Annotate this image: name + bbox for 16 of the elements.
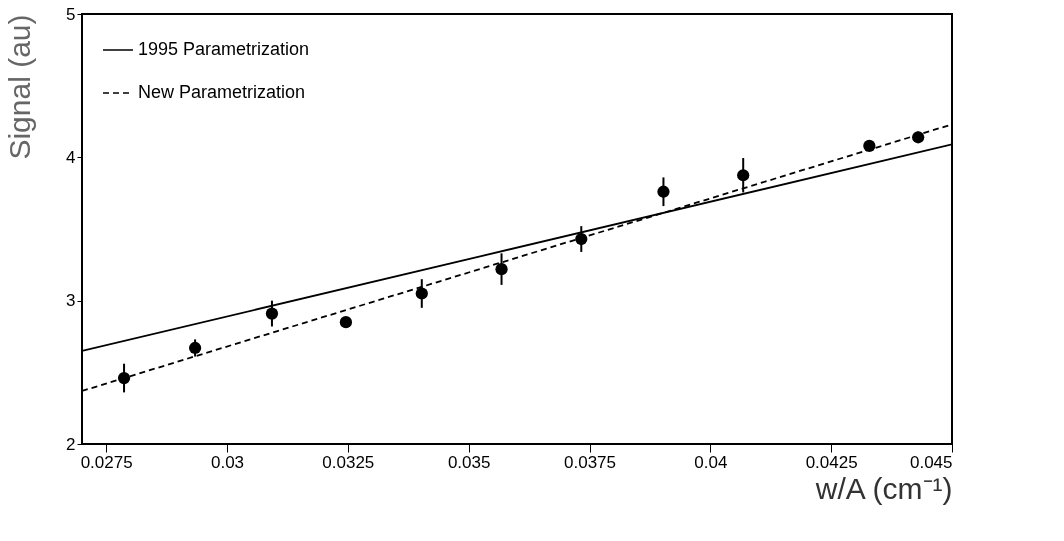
y-tick-label: 4 — [66, 147, 76, 167]
legend-label: New Parametrization — [138, 82, 306, 102]
x-tick-label: 0.0275 — [80, 452, 133, 472]
y-axis-title: Signal (au) — [3, 14, 37, 160]
x-tick-label: 0.0375 — [564, 452, 616, 472]
y-tick-label: 2 — [66, 434, 76, 454]
x-tick-label: 0.045 — [909, 452, 953, 472]
x-tick-label: 0.03 — [210, 452, 245, 472]
legend-label: 1995 Parametrization — [138, 39, 310, 59]
x-tick-label: 0.035 — [447, 452, 491, 472]
y-tick-label: 3 — [66, 291, 76, 311]
x-axis-title: w/A (cm⁻¹) — [814, 471, 953, 505]
x-tick-label: 0.04 — [694, 452, 728, 472]
y-tick-label: 5 — [66, 4, 76, 24]
x-tick-label: 0.0425 — [805, 452, 858, 472]
x-tick-label: 0.0325 — [322, 452, 375, 472]
